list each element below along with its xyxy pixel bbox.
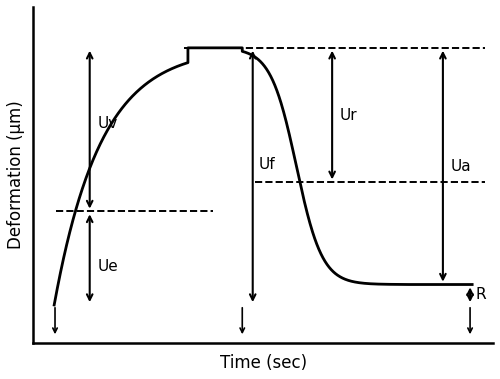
Text: Ua: Ua <box>450 159 471 174</box>
Text: Uf: Uf <box>259 157 276 172</box>
X-axis label: Time (sec): Time (sec) <box>220 354 306 372</box>
Y-axis label: Deformation (μm): Deformation (μm) <box>7 100 25 249</box>
Text: Uv: Uv <box>97 116 117 131</box>
Text: R: R <box>475 287 486 302</box>
Text: Ue: Ue <box>97 260 118 274</box>
Text: Ur: Ur <box>340 108 357 122</box>
